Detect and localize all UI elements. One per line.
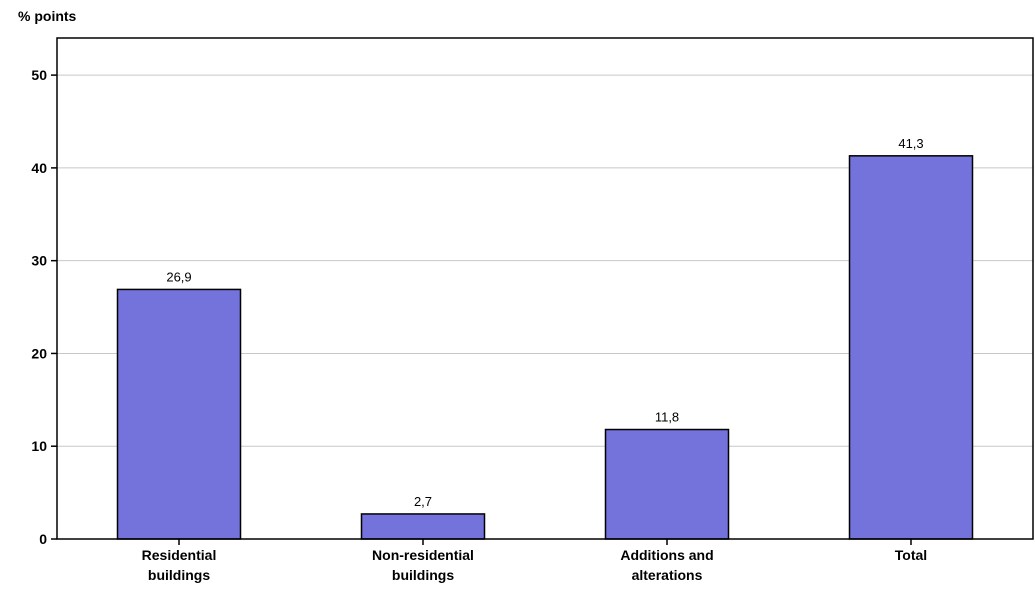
data-label: 41,3	[898, 136, 923, 151]
data-label: 11,8	[655, 410, 679, 425]
x-category-label: buildings	[392, 567, 454, 583]
y-tick-label: 0	[39, 531, 47, 547]
data-label: 26,9	[166, 269, 191, 284]
bar	[848, 155, 974, 540]
x-category-label: Total	[895, 547, 927, 563]
y-tick-label: 50	[31, 67, 47, 83]
data-labels: 26,9 2,7 11,8 41,3	[166, 136, 923, 509]
x-category-label: alterations	[632, 567, 703, 583]
bar	[116, 288, 242, 540]
data-label: 2,7	[414, 494, 432, 509]
y-axis-ticks: 0 10 20 30 40 50	[31, 67, 57, 547]
y-tick-label: 10	[31, 438, 47, 454]
bar	[360, 513, 486, 540]
y-axis-label: % points	[18, 8, 77, 24]
x-category-label: Additions and	[620, 547, 713, 563]
x-category-label: buildings	[148, 567, 210, 583]
bars	[116, 155, 974, 540]
y-tick-label: 20	[31, 345, 47, 361]
plot-frame	[56, 37, 1034, 540]
x-category-label: Residential	[142, 547, 217, 563]
y-tick-label: 40	[31, 160, 47, 176]
y-tick-label: 30	[31, 253, 47, 269]
bar	[604, 428, 730, 540]
x-category-label: Non-residential	[372, 547, 474, 563]
category-labels: Residential buildings Non-residential build…	[142, 539, 927, 583]
